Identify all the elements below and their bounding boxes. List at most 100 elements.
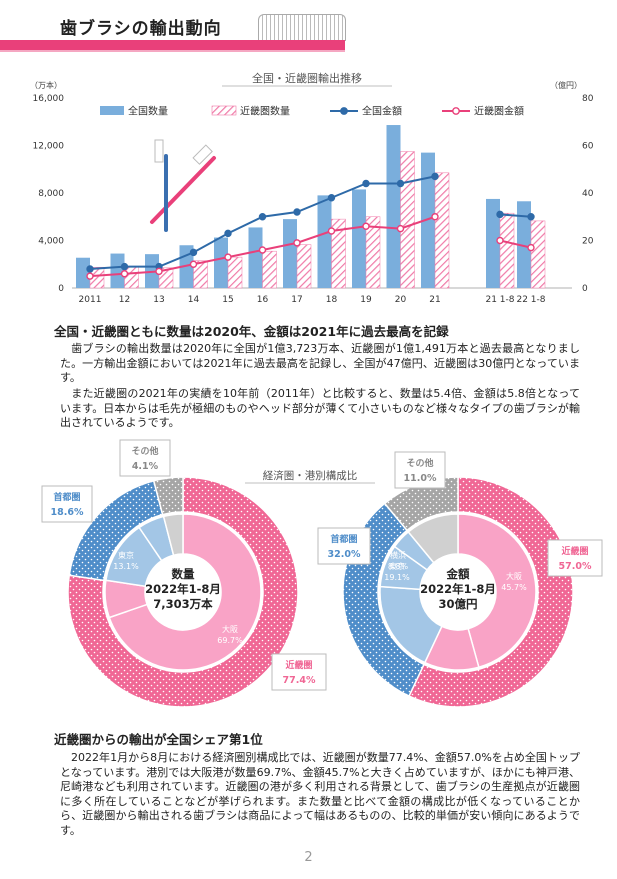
x-tick-label: 15 bbox=[222, 295, 233, 305]
x-tick-label: 14 bbox=[188, 295, 200, 305]
point-national-value bbox=[86, 265, 94, 273]
y-right-tick: 40 bbox=[582, 189, 594, 199]
point-kinki-value bbox=[86, 272, 94, 280]
callout-name: 首都圏 bbox=[53, 491, 80, 503]
category-group bbox=[352, 189, 381, 289]
outer-slice bbox=[383, 476, 459, 532]
x-tick-label: 19 bbox=[360, 295, 372, 305]
bar-national-qty bbox=[421, 152, 435, 288]
point-national-value bbox=[496, 210, 504, 219]
bar-national-qty bbox=[486, 198, 500, 288]
section1-heading: 全国・近畿圏ともに数量は2020年、金額は2021年に過去最高を記録 bbox=[54, 324, 449, 339]
y-right-tick: 20 bbox=[582, 237, 594, 247]
callout-box bbox=[547, 539, 603, 577]
point-kinki-value bbox=[189, 260, 198, 268]
toothbrush-illustration bbox=[150, 139, 216, 232]
callout-value: 18.6% bbox=[51, 507, 84, 518]
point-national-value bbox=[189, 248, 198, 257]
center-label-line: 2022年1-8月 bbox=[145, 582, 221, 596]
point-national-value bbox=[293, 208, 301, 216]
category-group bbox=[248, 227, 277, 289]
x-tick-label: 17 bbox=[291, 295, 302, 305]
point-national-value bbox=[120, 262, 129, 271]
category-group bbox=[421, 152, 450, 289]
category-group bbox=[283, 219, 312, 289]
center-label-line: 数量 bbox=[172, 567, 195, 581]
bar-kinki-qty bbox=[227, 256, 243, 289]
outer-slice bbox=[408, 476, 574, 708]
composition-donut-charts: 経済圏・港別構成比数量2022年1-8月7,303万本東京13.1%大阪69.7… bbox=[41, 439, 603, 708]
y-right-tick: 80 bbox=[582, 94, 594, 104]
point-kinki-value bbox=[362, 222, 370, 230]
legend-label-3: 近畿圏金額 bbox=[474, 105, 524, 118]
bar-kinki-qty bbox=[193, 260, 208, 289]
callout-value: 77.4% bbox=[283, 675, 316, 686]
callout-value: 11.0% bbox=[404, 473, 437, 484]
x-tick-label: 21 bbox=[429, 295, 440, 305]
point-kinki-value bbox=[224, 253, 232, 261]
callout-box bbox=[119, 439, 171, 477]
page-title: 歯ブラシの輸出動向 bbox=[60, 19, 222, 39]
callout-name: 首都圏 bbox=[330, 533, 357, 545]
callout-value: 57.0% bbox=[559, 561, 592, 572]
x-tick-label: 22 1-8 bbox=[516, 295, 545, 305]
chart-title: 全国・近畿圏輸出推移 bbox=[252, 71, 362, 85]
bar-kinki-qty bbox=[158, 267, 174, 289]
point-national-value bbox=[224, 229, 232, 238]
toothbrush-blue-bristles bbox=[154, 139, 164, 163]
line-national-value-recent bbox=[499, 213, 532, 218]
bar-kinki-qty bbox=[296, 244, 312, 289]
y-right-tick: 60 bbox=[582, 142, 594, 152]
bar-national-qty bbox=[214, 237, 228, 288]
callout-value: 32.0% bbox=[328, 549, 361, 560]
category-group bbox=[386, 125, 415, 289]
y-left-tick: 8,000 bbox=[38, 189, 64, 199]
point-kinki-value bbox=[527, 243, 535, 252]
bar-national-qty bbox=[283, 219, 297, 288]
callout-box bbox=[394, 451, 446, 489]
donut-chart-title: 経済圏・港別構成比 bbox=[263, 469, 358, 482]
point-kinki-value bbox=[293, 239, 301, 247]
header-bar bbox=[0, 40, 345, 50]
x-tick-label: 18 bbox=[326, 295, 338, 305]
callout-value: 4.1% bbox=[132, 461, 159, 472]
y-left-tick: 0 bbox=[58, 284, 64, 294]
point-kinki-value bbox=[396, 224, 405, 233]
inner-label-name: 東京 bbox=[389, 561, 405, 571]
section2-heading: 近畿圏からの輸出が全国シェア第1位 bbox=[54, 732, 263, 747]
callout-name: その他 bbox=[131, 445, 158, 457]
outer-slice bbox=[67, 476, 299, 708]
legend-marker-2 bbox=[340, 107, 348, 115]
bar-national-qty bbox=[386, 125, 401, 289]
point-kinki-value bbox=[496, 236, 504, 245]
section2-paragraph: 2022年1月から8月における経済圏別構成比では、近畿圏が数量77.4%、金額5… bbox=[60, 751, 580, 837]
point-national-value bbox=[258, 213, 267, 221]
callout-box bbox=[317, 527, 371, 565]
bar-kinki-qty bbox=[331, 218, 346, 289]
legend-label-2: 全国金額 bbox=[362, 105, 402, 118]
category-group bbox=[214, 237, 243, 289]
y-right-tick: 0 bbox=[582, 284, 588, 294]
center-label-line: 30億円 bbox=[438, 597, 477, 611]
section1-paragraph-1: 歯ブラシの輸出数量は2020年に全国が1億3,723万本、近畿圏が1億1,491… bbox=[60, 342, 580, 384]
category-group bbox=[317, 195, 346, 289]
legend-label-0: 全国数量 bbox=[128, 105, 168, 118]
bar-kinki-qty bbox=[365, 216, 381, 289]
bar-national-qty bbox=[317, 195, 332, 288]
toothbrush-pink-bristles bbox=[192, 144, 213, 165]
bar-kinki-qty bbox=[499, 212, 515, 289]
inner-label-value: 45.7% bbox=[501, 583, 527, 592]
callout-name: その他 bbox=[406, 457, 433, 469]
y-left-unit: （万本） bbox=[30, 80, 62, 90]
x-tick-label: 16 bbox=[257, 295, 269, 305]
legend-label-1: 近畿圏数量 bbox=[240, 105, 290, 118]
y-right-unit: （億円） bbox=[550, 80, 582, 90]
inner-label-name: 大阪 bbox=[222, 624, 238, 634]
center-label-line: 2022年1-8月 bbox=[420, 582, 496, 596]
inner-label-value: 19.1% bbox=[384, 573, 410, 582]
bar-national-qty bbox=[110, 253, 125, 288]
y-left-tick: 4,000 bbox=[38, 237, 64, 247]
inner-label-name: 横浜 bbox=[390, 550, 406, 560]
export-trend-chart: 全国・近畿圏輸出推移 （万本） （億円） 全国数量 近畿圏数量 全国金額 近畿圏金額 0 4,0… bbox=[30, 71, 594, 305]
